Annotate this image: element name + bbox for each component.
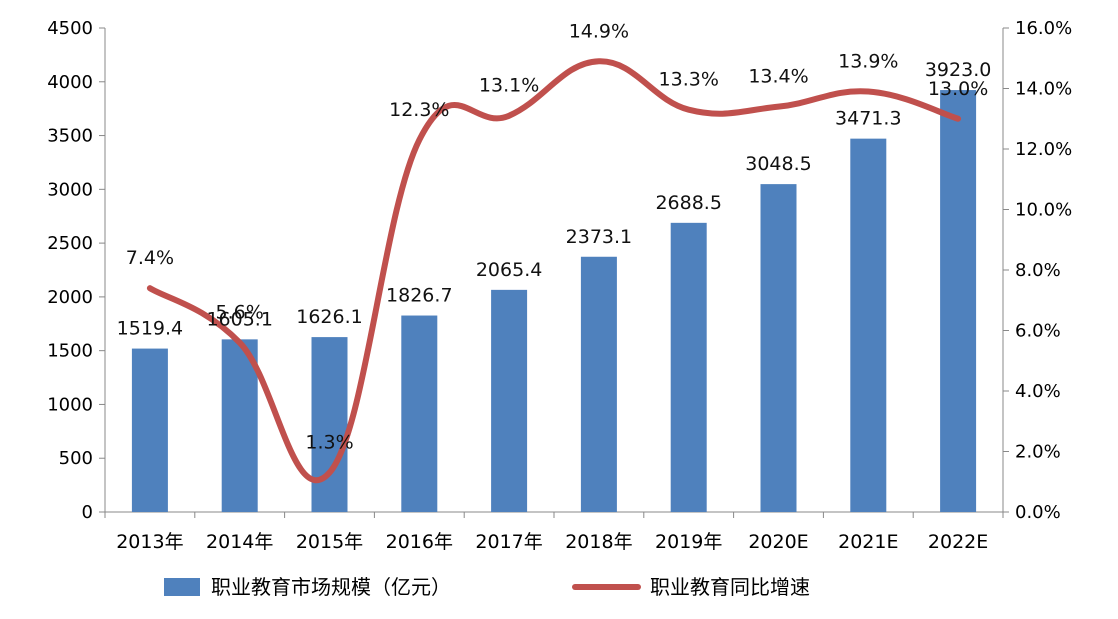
right-tick-label: 16.0% [1015, 18, 1072, 39]
right-y-axis: 0.0% 2.0% 4.0% 6.0% 8.0% 10.0% 12.0% 14.0% 16.0% [1002, 18, 1072, 523]
right-tick-label: 10.0% [1015, 200, 1072, 221]
legend: 职业教育市场规模（亿元） 职业教育同比增速 [164, 575, 810, 599]
line-value-label: 1.3% [305, 432, 353, 454]
left-tick-label: 4000 [47, 72, 93, 93]
right-tick-label: 6.0% [1015, 321, 1061, 342]
growth-rate-point [867, 90, 870, 93]
right-tick-label: 2.0% [1015, 442, 1061, 463]
growth-rate-point [508, 114, 511, 117]
growth-rate-point [687, 108, 690, 111]
left-tick-label: 500 [59, 448, 93, 469]
legend-label-bar: 职业教育市场规模（亿元） [211, 575, 451, 599]
growth-rate-line [146, 58, 962, 484]
growth-rate-point [777, 105, 780, 108]
bar-value-label: 1519.4 [117, 318, 183, 340]
line-value-label: 12.3% [389, 99, 449, 121]
bar [311, 337, 348, 512]
line-series [146, 58, 962, 484]
growth-rate-point [418, 138, 421, 141]
left-tick-label: 2500 [47, 233, 93, 254]
bar-value-label: 1826.7 [386, 285, 452, 307]
growth-rate-point [597, 60, 600, 63]
bar-value-label: 2688.5 [655, 192, 721, 214]
x-tick-label: 2016年 [386, 531, 453, 553]
bar [221, 339, 258, 512]
bar-value-label: 3048.5 [745, 153, 811, 175]
bar-value-label: 1626.1 [296, 306, 362, 328]
x-tick-label: 2021E [838, 531, 898, 553]
line-value-label: 13.0% [928, 78, 988, 100]
left-y-axis: 0 500 1000 1500 2000 2500 3000 3500 4000 4500 [47, 18, 106, 523]
line-value-label: 13.3% [659, 69, 719, 91]
line-data-labels: 7.4% 5.6% 1.3% 12.3% 13.1% 14.9% 13.3% 13.4% 13.… [126, 20, 989, 453]
x-tick-label: 2014年 [206, 531, 273, 553]
bar-value-label: 1605.1 [206, 308, 272, 330]
bar [940, 90, 977, 512]
left-tick-label: 1000 [47, 394, 93, 415]
bar [850, 138, 887, 512]
x-tick-label: 2019年 [655, 531, 722, 553]
left-tick-label: 4500 [47, 18, 93, 39]
right-tick-label: 4.0% [1015, 381, 1061, 402]
bar-series [131, 90, 977, 512]
growth-rate-point [957, 117, 960, 120]
line-value-label: 5.6% [216, 302, 264, 324]
bar-value-label: 3923.0 [925, 59, 991, 81]
bar-data-labels: 1519.4 1605.1 1626.1 1826.7 2065.4 2373.1 2688… [117, 59, 992, 340]
growth-rate-point [148, 287, 151, 290]
line-value-label: 13.9% [838, 51, 898, 73]
left-tick-label: 1500 [47, 341, 93, 362]
left-tick-label: 0 [82, 502, 93, 523]
bar [491, 289, 528, 512]
x-tick-label: 2022E [928, 531, 988, 553]
x-tick-label: 2018年 [565, 531, 632, 553]
bar-value-label: 2373.1 [566, 226, 632, 248]
x-tick-label: 2020E [748, 531, 808, 553]
line-value-label: 14.9% [569, 20, 629, 42]
right-tick-label: 0.0% [1015, 502, 1061, 523]
legend-swatch-bar [164, 578, 200, 596]
line-value-label: 13.4% [748, 66, 808, 88]
x-tick-label: 2013年 [116, 531, 183, 553]
bar [760, 184, 797, 512]
bar [131, 348, 168, 512]
growth-rate-point [238, 341, 241, 344]
bar-value-label: 2065.4 [476, 259, 542, 281]
right-tick-label: 14.0% [1015, 79, 1072, 100]
bar [580, 256, 617, 512]
bar-value-label: 3471.3 [835, 108, 901, 130]
right-tick-label: 12.0% [1015, 139, 1072, 160]
bar [670, 222, 707, 512]
x-tick-label: 2017年 [475, 531, 542, 553]
left-tick-label: 3000 [47, 179, 93, 200]
legend-label-line: 职业教育同比增速 [650, 575, 810, 599]
line-value-label: 13.1% [479, 75, 539, 97]
left-tick-label: 2000 [47, 287, 93, 308]
x-tick-label: 2015年 [296, 531, 363, 553]
bar [401, 315, 438, 512]
right-tick-label: 8.0% [1015, 260, 1061, 281]
left-tick-label: 3500 [47, 126, 93, 147]
growth-rate-point [328, 471, 331, 474]
x-axis: 2013年 2014年 2015年 2016年 2017年 2018年 2019年 2020E… [104, 511, 1004, 553]
line-value-label: 7.4% [126, 247, 174, 269]
